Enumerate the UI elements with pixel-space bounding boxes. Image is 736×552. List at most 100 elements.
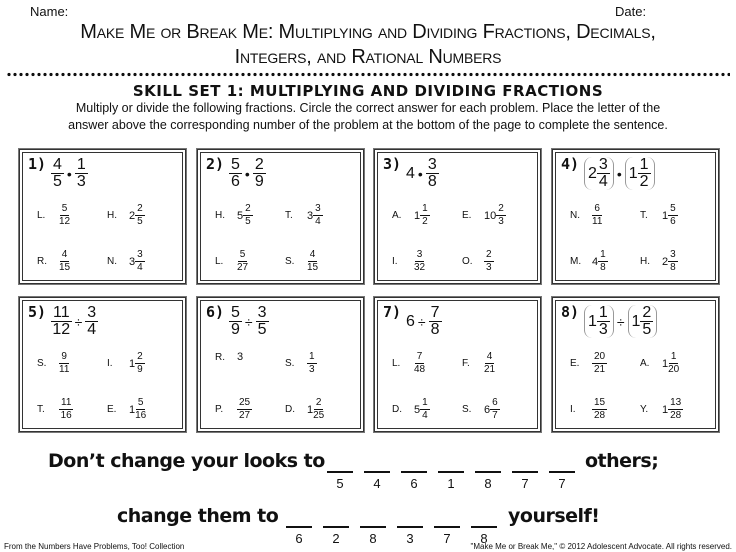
- answer-choice[interactable]: T. 3 3 4: [285, 203, 323, 228]
- answer-choice[interactable]: H. 5 2 5: [215, 203, 253, 228]
- denominator: 4: [422, 410, 428, 421]
- denominator: 15: [307, 262, 319, 273]
- answer-value: 7 48: [414, 351, 425, 376]
- answer-choice[interactable]: R. 4 15: [37, 249, 70, 274]
- numerator: 1: [307, 351, 317, 364]
- numerator: 2: [640, 304, 654, 322]
- answer-value: 11 16: [59, 397, 74, 422]
- numerator: 1: [598, 249, 608, 262]
- whole-number: 1: [662, 209, 669, 222]
- answer-blank[interactable]: 8: [360, 526, 386, 546]
- whole-number: 6: [406, 312, 415, 330]
- problem-number: 1): [28, 155, 47, 173]
- answer-choice[interactable]: N. 6 11: [570, 203, 602, 228]
- instructions: Multiply or divide the following fractio…: [0, 100, 736, 134]
- problem-expression: 4 • 3 8: [406, 157, 439, 190]
- answer-choice[interactable]: S. 4 15: [285, 249, 318, 274]
- answer-blank[interactable]: 5: [327, 471, 353, 491]
- answer-choice[interactable]: P. 25 27: [215, 397, 253, 422]
- answer-choice[interactable]: D. 1 2 25: [285, 397, 324, 422]
- numerator: 5: [59, 203, 70, 216]
- footer-left: From the Numbers Have Problems, Too! Col…: [4, 542, 185, 551]
- answer-blank[interactable]: 7: [434, 526, 460, 546]
- fraction: 6 11: [592, 203, 602, 228]
- dotted-divider: [6, 72, 730, 77]
- answer-choice[interactable]: S. 9 11: [37, 351, 69, 376]
- answer-choice[interactable]: H. 2 3 8: [640, 249, 678, 274]
- denominator: 27: [237, 262, 249, 273]
- answer-choice[interactable]: O. 2 3: [462, 249, 494, 274]
- answer-choice[interactable]: I. 3 32: [392, 249, 425, 274]
- denominator: 12: [52, 321, 71, 338]
- answer-choice[interactable]: I. 1 2 9: [107, 351, 145, 376]
- answer-value: 15 28: [592, 397, 608, 422]
- denominator: 8: [430, 321, 440, 338]
- numerator: 1: [596, 304, 610, 322]
- answer-letter: H.: [215, 210, 225, 221]
- answer-letter: M.: [570, 256, 582, 267]
- answer-choice[interactable]: L. 5 12: [37, 203, 70, 228]
- answer-choice[interactable]: S. 6 6 7: [462, 397, 500, 422]
- answer-letter: D.: [285, 404, 295, 415]
- problem-number: 8): [561, 303, 580, 321]
- answer-blank[interactable]: 2: [323, 526, 349, 546]
- answer-choice[interactable]: N. 3 3 4: [107, 249, 145, 274]
- denominator: 5: [257, 321, 267, 338]
- answer-choice[interactable]: E. 10 2 3: [462, 203, 506, 228]
- answer-choice[interactable]: E. 1 5 16: [107, 397, 146, 422]
- answer-choice[interactable]: Y. 1 13 28: [640, 397, 684, 422]
- denominator: 2: [639, 173, 649, 190]
- answer-choice[interactable]: E. 20 21: [570, 351, 608, 376]
- problem-box: 2) 5 6 • 2 9 H. 5 2 5 T. 3 3 4 L. 5 27 S. 4 15: [196, 148, 365, 285]
- whole-number: 3: [307, 209, 314, 222]
- answer-letter: A.: [392, 210, 402, 221]
- answer-choice[interactable]: F. 4 21: [462, 351, 495, 376]
- answer-choice[interactable]: L. 5 27: [215, 249, 248, 274]
- answer-choice[interactable]: A. 1 1 2: [392, 203, 430, 228]
- answer-blank[interactable]: 6: [401, 471, 427, 491]
- answer-choice[interactable]: D. 5 1 4: [392, 397, 430, 422]
- answer-blank[interactable]: 7: [512, 471, 538, 491]
- answer-choice[interactable]: L. 7 48: [392, 351, 425, 376]
- fraction: 3 32: [414, 249, 425, 274]
- fraction: 5 27: [237, 249, 248, 274]
- numerator: 1: [668, 351, 679, 364]
- answer-value: 6 11: [592, 203, 602, 228]
- name-label: Name:: [30, 4, 69, 19]
- answer-choice[interactable]: H. 2 2 5: [107, 203, 145, 228]
- answer-letter: T.: [285, 210, 293, 221]
- answer-choice[interactable]: I. 15 28: [570, 397, 608, 422]
- answer-blank[interactable]: 1: [438, 471, 464, 491]
- denominator: 2: [422, 216, 428, 227]
- denominator: 6: [231, 173, 240, 190]
- numerator: 2: [496, 203, 506, 216]
- answer-blank[interactable]: 3: [397, 526, 423, 546]
- answer-choice[interactable]: T. 1 5 6: [640, 203, 678, 228]
- answer-choice[interactable]: S. 1 3: [285, 351, 317, 376]
- fraction: 5 16: [135, 397, 146, 422]
- fraction: 4 15: [59, 249, 70, 274]
- answer-blank[interactable]: 6: [286, 526, 312, 546]
- answer-choice[interactable]: R. 3: [215, 351, 243, 363]
- answer-blank[interactable]: 7: [549, 471, 575, 491]
- answer-blank[interactable]: 4: [364, 471, 390, 491]
- denominator: 9: [137, 364, 143, 375]
- answer-blank[interactable]: 8: [471, 526, 497, 546]
- answer-blank[interactable]: 8: [475, 471, 501, 491]
- answer-choice[interactable]: A. 1 1 20: [640, 351, 679, 376]
- answer-choice[interactable]: M. 4 1 8: [570, 249, 608, 274]
- answer-choice[interactable]: T. 11 16: [37, 397, 74, 422]
